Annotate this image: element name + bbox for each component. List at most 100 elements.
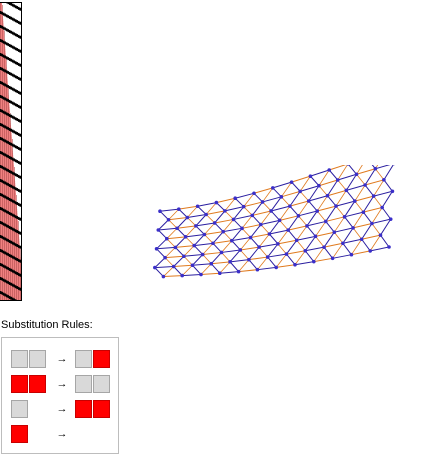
graph-edge [310,169,330,177]
graph-edge [380,218,392,236]
rule-row: → [2,399,118,419]
rules-title: Substitution Rules: [1,319,93,331]
graph-vertex [165,236,169,241]
graph-edge [323,242,343,248]
graph-edge [219,271,239,274]
graph-vertex [233,196,237,201]
graph-edge [185,225,197,238]
graph-vertex [158,209,162,213]
graph-edge [299,175,311,192]
graph-edge [257,266,277,271]
graph-edge [279,220,289,231]
graph-edge [354,200,364,213]
graph-edge [206,210,226,216]
graph-edge [221,252,231,263]
causal-graph [153,165,396,279]
graph-edge [362,195,375,213]
graph-edge [260,224,270,235]
graph-edge [304,236,316,252]
graph-edge [344,216,354,229]
graph-edge [156,238,168,250]
graph-edge [342,238,362,244]
evolution-strip [0,2,22,301]
graph-edge [296,225,308,241]
graph-edge [325,205,337,222]
graph-edge [175,247,185,257]
graph-vertex [351,226,355,230]
graph-edge [291,181,301,192]
graph-edge [342,242,352,255]
rule-arrow: → [56,353,68,365]
graph-vertex [161,274,166,279]
graph-vertex [354,172,359,177]
graph-vertex [317,183,321,188]
graph-vertex [371,194,376,198]
graph-vertex [212,221,217,225]
graph-edge [327,195,337,207]
graph-vertex [308,174,313,178]
graph-vertex [380,205,384,210]
graph-edge [183,245,195,257]
graph-edge [173,255,185,267]
graph-vertex [265,255,270,259]
graph-edge [154,257,166,268]
graph-vertex [173,245,178,250]
graph-edge [277,243,287,255]
graph-edge [166,236,186,240]
graph-vertex [154,247,159,251]
graph-edge [308,200,318,212]
graph-edge [231,240,241,251]
graph-edge [281,196,291,207]
graph-edge [352,227,362,240]
graph-edge [262,196,282,203]
graph-edge [383,165,394,181]
graph-vertex [325,193,330,198]
graph-edge [193,245,204,255]
graph-edge [197,202,217,207]
rule-rhs-cell [93,400,110,418]
graph-edge [286,239,298,255]
graph-edge [335,205,345,218]
graph-edge [168,219,178,229]
graph-edge [175,245,195,248]
graph-edge [327,189,347,197]
graph-edge [229,249,241,263]
graph-edge [204,234,214,244]
graph-edge [166,238,176,248]
graph-edge [310,175,320,187]
graph-vertex [276,242,280,246]
graph-vertex [342,215,347,219]
graph-vertex [359,237,364,242]
graph-edge [325,216,345,222]
graph-edge [154,267,164,277]
graph-vertex [177,207,181,211]
rule-lhs-cell [11,375,28,393]
graph-vertex [349,252,354,257]
graph-vertex [390,189,395,194]
graph-edge [178,205,198,210]
graph-edge [224,206,244,212]
graph-edge [195,225,205,235]
graph-edge [371,223,381,236]
graph-vertex [288,204,292,208]
graph-vertex [171,264,176,269]
graph-edge [334,227,354,233]
graph-edge [352,223,373,229]
graph-vertex [257,245,261,249]
graph-edge [267,253,287,258]
graph-edge [233,206,245,220]
graph-edge [370,246,390,252]
graph-edge [268,233,279,245]
graph-edge [267,243,279,258]
graph-edge [332,254,352,259]
graph-vertex [192,243,196,248]
graph-vertex [387,245,391,249]
graph-edge [250,237,260,248]
graph-edge [318,169,330,186]
graph-edge [381,191,393,208]
graph-edge [238,259,250,272]
graph-edge [240,249,250,260]
graph-edge [383,179,393,192]
graph-edge [165,255,184,259]
graph-vertex [322,245,326,249]
